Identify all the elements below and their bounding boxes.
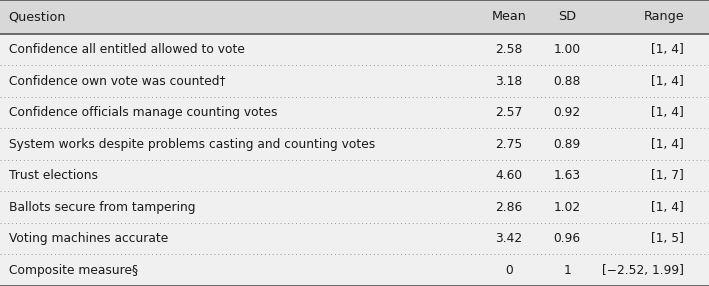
Text: [1, 4]: [1, 4] [652, 43, 684, 56]
Bar [0, 191, 709, 223]
Text: [1, 7]: [1, 7] [652, 169, 684, 182]
Text: Confidence officials manage counting votes: Confidence officials manage counting vot… [9, 106, 277, 119]
Text: System works despite problems casting and counting votes: System works despite problems casting an… [9, 138, 375, 151]
Text: 2.57: 2.57 [496, 106, 523, 119]
Text: 0.88: 0.88 [554, 75, 581, 88]
Text: 3.42: 3.42 [496, 232, 523, 245]
Text: 2.86: 2.86 [496, 201, 523, 214]
Bar [0, 128, 709, 160]
Text: [1, 4]: [1, 4] [652, 106, 684, 119]
Text: 0.92: 0.92 [554, 106, 581, 119]
Text: [1, 4]: [1, 4] [652, 75, 684, 88]
Text: 0: 0 [506, 264, 513, 277]
Text: 1.63: 1.63 [554, 169, 581, 182]
Text: 0.96: 0.96 [554, 232, 581, 245]
Text: Trust elections: Trust elections [9, 169, 98, 182]
Text: 1: 1 [564, 264, 571, 277]
Text: Range: Range [644, 10, 684, 23]
Text: 3.18: 3.18 [496, 75, 523, 88]
Text: [1, 5]: [1, 5] [651, 232, 684, 245]
Bar [0, 34, 709, 65]
Bar [0, 160, 709, 191]
Text: Voting machines accurate: Voting machines accurate [9, 232, 168, 245]
Text: Confidence all entitled allowed to vote: Confidence all entitled allowed to vote [9, 43, 245, 56]
Text: Question: Question [9, 10, 66, 23]
Text: [1, 4]: [1, 4] [652, 201, 684, 214]
Text: Ballots secure from tampering: Ballots secure from tampering [9, 201, 195, 214]
Bar [0, 65, 709, 97]
Text: Composite measure§: Composite measure§ [9, 264, 138, 277]
Text: 2.75: 2.75 [496, 138, 523, 151]
Text: 1.02: 1.02 [554, 201, 581, 214]
Text: 1.00: 1.00 [554, 43, 581, 56]
Bar [0, 0, 709, 34]
Bar [0, 97, 709, 128]
Text: 2.58: 2.58 [496, 43, 523, 56]
Text: Confidence own vote was counted†: Confidence own vote was counted† [9, 75, 225, 88]
Text: Mean: Mean [491, 10, 527, 23]
Text: 0.89: 0.89 [554, 138, 581, 151]
Text: 4.60: 4.60 [496, 169, 523, 182]
Text: SD: SD [558, 10, 576, 23]
Text: [−2.52, 1.99]: [−2.52, 1.99] [602, 264, 684, 277]
Text: [1, 4]: [1, 4] [652, 138, 684, 151]
Bar [0, 255, 709, 286]
Bar [0, 223, 709, 255]
